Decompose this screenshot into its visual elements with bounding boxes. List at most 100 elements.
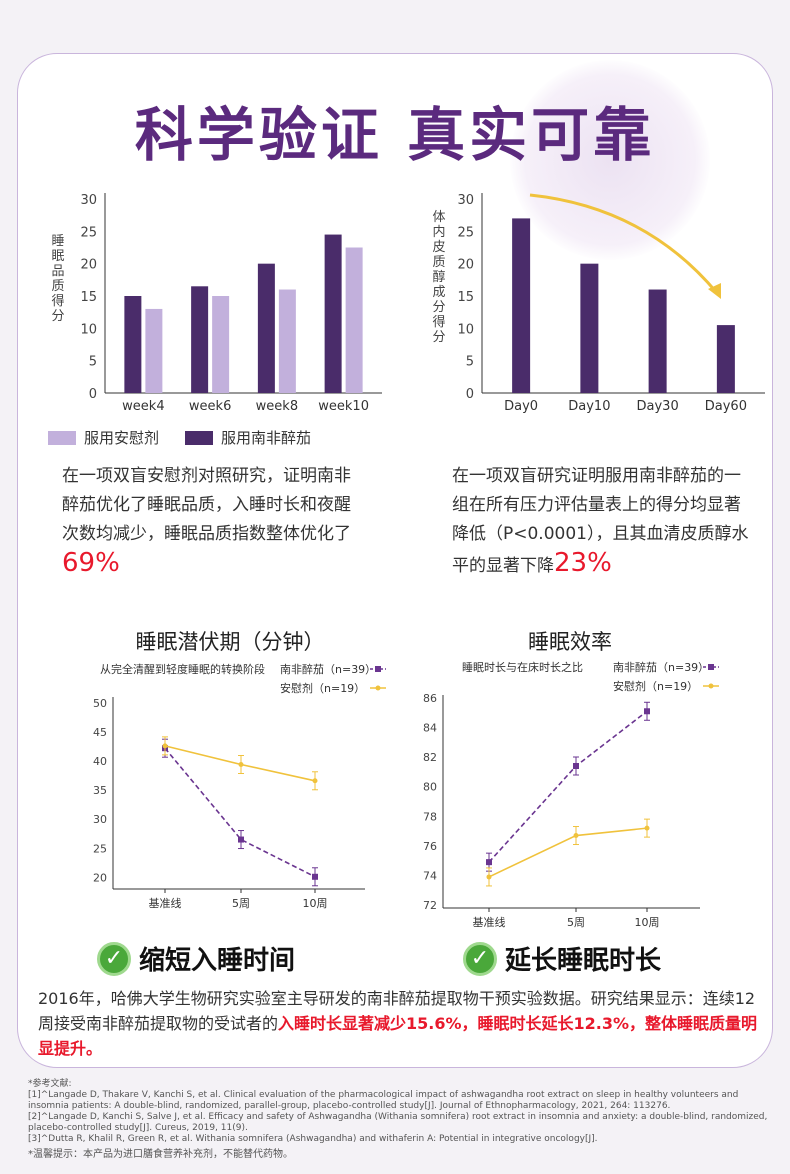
x-tick-label: week6 [189,399,231,414]
efficiency-chart-title: 睡眠效率 [528,630,612,654]
y-tick-label: 5 [466,355,474,370]
data-point [312,873,318,880]
latency-chart-title: 睡眠潜伏期（分钟） [135,630,325,654]
study-summary: 2016年，哈佛大学生物研究实验室主导研发的南非醉茄提取物干预实验数据。研究结果… [38,986,764,1061]
y-tick-label: 80 [423,781,437,794]
y-tick-label: 82 [423,751,437,764]
bar [212,296,230,393]
check-icon: ✓ [463,941,497,976]
bar [278,289,296,393]
bar [580,263,599,393]
legend-swatch-ash [185,430,214,445]
x-tick-label: 10周 [635,916,660,929]
summary-highlight: 入睡时长显著减少15.6%，睡眠时长延长12.3%，整体睡眠质量明显提升。 [38,1014,758,1058]
y-tick-label: 35 [93,784,107,797]
sleep-quality-text: 在一项双盲安慰剂对照研究，证明南非醉茄优化了睡眠品质，入睡时长和夜醒次数均减少，… [62,466,351,544]
data-point [238,836,244,843]
cortisol-highlight: 23% [554,548,612,578]
y-tick-label: 30 [93,813,107,826]
y-tick-label: 86 [423,692,437,705]
y-axis-label-char: 分 [432,300,445,315]
trend-arrow-head [708,283,721,299]
legend-label: 安慰剂（n=19） [280,681,365,695]
data-point [486,874,492,880]
efficiency-subtitle: 睡眠时长与在床时长之比 [462,660,583,674]
y-tick-label: 25 [80,225,97,240]
y-axis-label-char: 醇 [432,269,445,285]
y-tick-label: 10 [457,322,474,337]
y-axis-label-char: 得 [432,314,445,330]
bar [512,218,531,393]
data-point [162,743,168,749]
legend-swatch-placebo [48,430,76,445]
y-tick-label: 15 [457,290,474,305]
y-axis-label-char: 皮 [432,240,445,255]
data-point [573,833,579,839]
bar [124,296,142,393]
x-tick-label: 基准线 [473,915,506,929]
warm-tip: *温馨提示：本产品为进口膳食营养补充剂，不能替代药物。 [28,1149,293,1160]
y-axis-label-char: 得 [51,293,64,309]
bar-legend: 服用安慰剂 服用南非醉茄 [48,427,311,448]
legend-label: 南非醉茄（n=39） [280,662,376,676]
sleep-latency-line-chart: 从完全清醒到轻度睡眠的转换阶段 20 25 30 35 40 45 50 基准线 5周 10周 南非醉… [93,662,386,910]
y-axis-label-char: 睡 [51,234,64,249]
y-tick-label: 0 [89,387,97,402]
series-line [164,747,316,878]
bar [257,263,275,393]
bar [716,325,735,393]
legend-marker [708,664,714,670]
y-axis-label-char: 质 [51,279,64,294]
y-axis-label-char: 成 [432,285,445,300]
reference-1: [1]^Langade D, Thakare V, Kanchi S, et a… [28,1090,739,1111]
legend-label: 南非醉茄（n=39） [613,660,709,674]
legend-ash: 服用南非醉茄 [185,427,311,448]
page-title: 科学验证 真实可靠 [134,101,656,169]
x-tick-label: Day60 [705,399,747,414]
legend-marker [375,666,381,672]
bar [648,289,667,393]
cortisol-description: 在一项双盲研究证明服用南非醉茄的一组在所有压力评估量表上的得分均显著降低（P<0… [452,462,754,581]
legend-label: 安慰剂（n=19） [613,679,698,693]
x-tick-label: week4 [122,399,164,414]
x-tick-label: week10 [318,399,369,414]
y-tick-label: 50 [93,697,107,710]
legend-label-ash: 服用南非醉茄 [221,429,312,447]
y-tick-label: 20 [80,258,97,273]
y-tick-label: 72 [423,899,437,912]
y-tick-label: 10 [80,322,97,337]
y-tick-label: 20 [93,871,107,884]
x-tick-label: 5周 [232,897,250,910]
reference-2: [2]^Langade D, Kanchi S, Salve J, et al.… [28,1112,768,1133]
references-heading: *参考文献: [28,1079,72,1089]
y-tick-label: 84 [423,722,437,735]
y-tick-label: 74 [423,869,437,882]
y-tick-label: 30 [457,193,474,208]
y-tick-label: 5 [89,355,97,370]
y-tick-label: 25 [457,225,474,240]
cortisol-text: 在一项双盲研究证明服用南非醉茄的一组在所有压力评估量表上的得分均显著降低（P<0… [452,466,749,576]
y-tick-label: 0 [466,387,474,402]
y-axis-label-char: 眠 [51,249,64,264]
bar [191,286,209,393]
y-axis-label-char: 分 [51,309,64,324]
summary-text: 2016年，哈佛大学生物研究实验室主导研发的南非醉茄提取物干预实验数据。研究结果… [38,989,756,1033]
y-tick-label: 76 [423,840,437,853]
references: *参考文献: [1]^Langade D, Thakare V, Kanchi … [28,1079,768,1160]
badge-extend-sleep: ✓ 延长睡眠时长 [463,940,661,977]
sleep-quality-highlight: 69% [62,548,120,578]
badge-shorten-sleep-onset: ✓ 缩短入睡时间 [97,940,295,977]
decorative-capsule-graphic [510,60,710,260]
y-tick-label: 30 [80,193,97,208]
x-tick-label: 5周 [567,916,585,929]
data-point [312,778,318,784]
legend-label-placebo: 服用安慰剂 [84,429,160,447]
data-point [486,859,492,866]
badge-right-label: 延长睡眠时长 [505,946,662,976]
legend-marker [708,683,714,689]
x-tick-label: week8 [256,399,298,414]
data-point [573,763,579,769]
sleep-quality-description: 在一项双盲安慰剂对照研究，证明南非醉茄优化了睡眠品质，入睡时长和夜醒次数均减少，… [62,462,352,581]
